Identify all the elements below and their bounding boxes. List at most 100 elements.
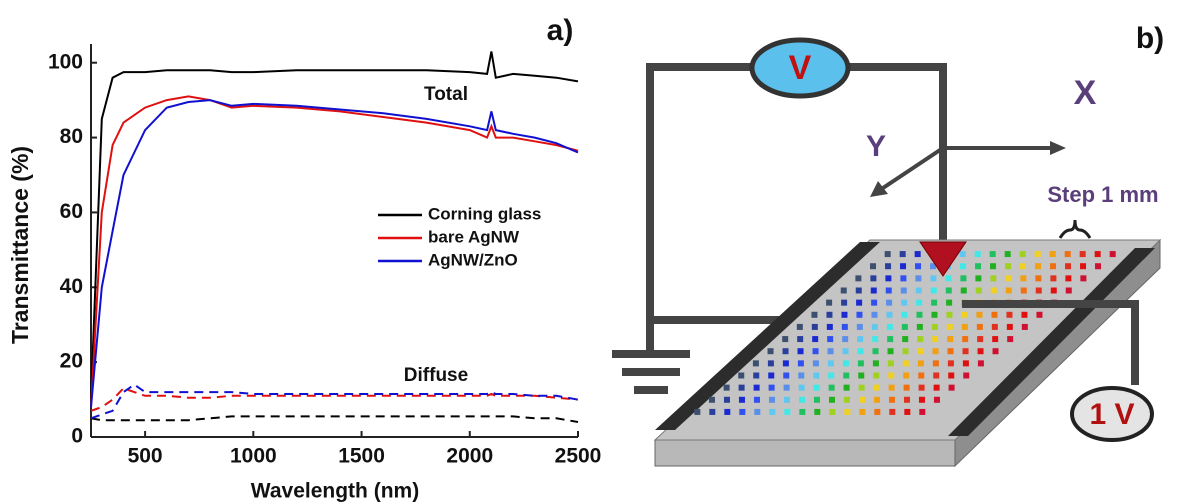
dot bbox=[752, 360, 759, 367]
y-tick-label: 60 bbox=[60, 200, 83, 223]
dot bbox=[1080, 275, 1087, 282]
legend-label: bare AgNW bbox=[428, 227, 520, 246]
dot bbox=[918, 384, 925, 391]
dot bbox=[873, 396, 880, 403]
dot bbox=[886, 299, 893, 306]
x-tick-label: 1000 bbox=[230, 445, 277, 468]
dot bbox=[887, 360, 894, 367]
dot bbox=[811, 311, 818, 318]
plate-front bbox=[654, 439, 956, 467]
dot bbox=[709, 408, 716, 415]
dot bbox=[857, 336, 864, 343]
dot bbox=[872, 336, 879, 343]
y-tick-label: 80 bbox=[60, 125, 83, 148]
y-tick-label: 0 bbox=[71, 425, 83, 448]
dot bbox=[992, 348, 999, 355]
dot bbox=[1006, 323, 1013, 330]
dot bbox=[841, 299, 848, 306]
dot bbox=[889, 408, 896, 415]
dot bbox=[858, 384, 865, 391]
dot bbox=[784, 408, 791, 415]
dot bbox=[975, 275, 982, 282]
dot bbox=[753, 384, 760, 391]
dot bbox=[827, 336, 834, 343]
dot bbox=[870, 287, 877, 294]
dot bbox=[842, 360, 849, 367]
dot bbox=[887, 336, 894, 343]
dot bbox=[931, 311, 938, 318]
axis-label: X bbox=[1074, 74, 1097, 112]
dot bbox=[767, 360, 774, 367]
dot bbox=[962, 348, 969, 355]
dot bbox=[915, 263, 922, 270]
dot bbox=[884, 251, 891, 258]
dot bbox=[959, 251, 966, 258]
dot bbox=[870, 275, 877, 282]
dot bbox=[1020, 275, 1027, 282]
x-tick-label: 500 bbox=[128, 445, 163, 468]
dot bbox=[1021, 311, 1028, 318]
dot bbox=[977, 348, 984, 355]
voltmeter bbox=[749, 37, 851, 99]
dot bbox=[990, 287, 997, 294]
dot bbox=[753, 372, 760, 379]
dot bbox=[1065, 263, 1072, 270]
dot bbox=[903, 396, 910, 403]
dot bbox=[782, 360, 789, 367]
total-line bbox=[90, 99, 579, 408]
dot bbox=[828, 396, 835, 403]
dot bbox=[975, 263, 982, 270]
dot bbox=[738, 372, 745, 379]
axis-label: Y bbox=[866, 130, 886, 163]
x-tick-label: 2000 bbox=[446, 445, 493, 468]
dot bbox=[782, 336, 789, 343]
arrow-head bbox=[870, 181, 888, 197]
diffuse-line bbox=[90, 415, 579, 423]
dot bbox=[1065, 287, 1072, 294]
arrow-head bbox=[1050, 141, 1066, 155]
dot bbox=[1021, 323, 1028, 330]
panel-label: b) bbox=[1136, 22, 1164, 55]
dot bbox=[975, 287, 982, 294]
dot bbox=[1065, 275, 1072, 282]
dot bbox=[930, 275, 937, 282]
dot bbox=[918, 396, 925, 403]
dot bbox=[828, 372, 835, 379]
dot bbox=[977, 360, 984, 367]
dot bbox=[1006, 311, 1013, 318]
dot bbox=[904, 408, 911, 415]
dot bbox=[694, 408, 701, 415]
dot bbox=[843, 396, 850, 403]
dot bbox=[723, 396, 730, 403]
dot bbox=[798, 384, 805, 391]
dot bbox=[930, 263, 937, 270]
dot bbox=[916, 299, 923, 306]
dot bbox=[1095, 263, 1102, 270]
dot bbox=[827, 348, 834, 355]
dot bbox=[1004, 251, 1011, 258]
dot bbox=[900, 287, 907, 294]
dot bbox=[812, 336, 819, 343]
dot bbox=[1080, 263, 1087, 270]
panel-label: a) bbox=[547, 14, 574, 47]
dot bbox=[962, 336, 969, 343]
dot bbox=[782, 348, 789, 355]
dot bbox=[813, 384, 820, 391]
dot bbox=[826, 323, 833, 330]
dot bbox=[872, 360, 879, 367]
dot bbox=[1036, 311, 1043, 318]
dot bbox=[946, 311, 953, 318]
dot bbox=[829, 408, 836, 415]
dot bbox=[856, 311, 863, 318]
dot bbox=[828, 384, 835, 391]
dot bbox=[1035, 275, 1042, 282]
dot bbox=[945, 287, 952, 294]
dot bbox=[962, 360, 969, 367]
dot bbox=[1020, 287, 1027, 294]
axis-arrow bbox=[878, 146, 945, 192]
dot bbox=[858, 372, 865, 379]
dot bbox=[903, 372, 910, 379]
dot bbox=[1050, 287, 1057, 294]
dot bbox=[917, 360, 924, 367]
diffuse-line bbox=[90, 387, 579, 412]
